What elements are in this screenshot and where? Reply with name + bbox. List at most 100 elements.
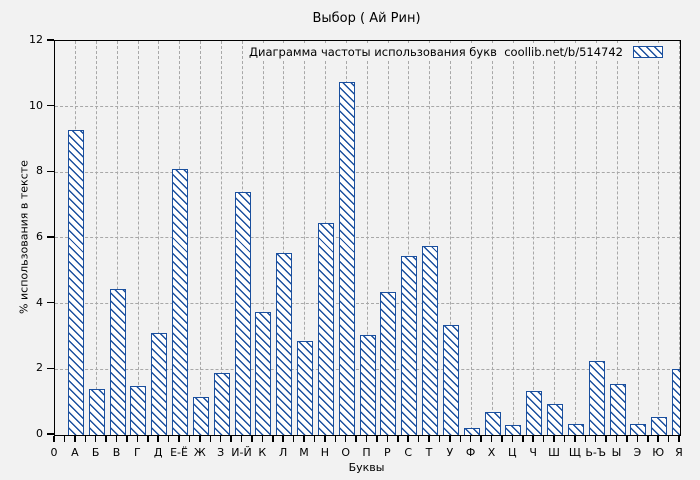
vertical-gridline: [304, 41, 306, 435]
x-axis-tick: [386, 435, 389, 442]
x-axis-minor-tick: [417, 435, 420, 442]
bar: [442, 325, 459, 435]
x-axis-minor-tick: [292, 435, 295, 442]
vertical-gridline: [262, 41, 264, 435]
x-axis-tick: [261, 435, 264, 442]
bar: [588, 361, 605, 435]
vertical-gridline: [95, 41, 97, 435]
y-tick-label: 4: [36, 295, 43, 309]
bar: [67, 129, 84, 435]
y-axis-tick: [47, 39, 54, 41]
x-tick-label: Р: [384, 446, 391, 459]
bar: [359, 334, 376, 435]
bar: [192, 397, 209, 435]
x-tick-label: Ч: [529, 446, 537, 459]
x-tick-label: Щ: [568, 446, 581, 459]
x-axis-minor-tick: [626, 435, 628, 442]
x-axis-minor-tick: [272, 435, 274, 442]
x-axis-minor-tick: [667, 435, 670, 442]
x-axis-minor-tick: [355, 435, 357, 442]
x-tick-label: Е-Ё: [170, 446, 188, 459]
x-axis-tick: [94, 435, 97, 442]
x-axis-minor-tick: [647, 435, 649, 442]
x-axis-minor-tick: [84, 435, 86, 442]
x-axis-tick: [553, 435, 555, 442]
x-axis-minor-tick: [313, 435, 316, 442]
x-axis-tick: [657, 435, 659, 442]
x-axis-minor-tick: [334, 435, 336, 442]
legend: Диаграмма частоты использования букв coo…: [245, 43, 667, 61]
y-tick-label: 6: [36, 230, 43, 243]
x-axis-minor-tick: [397, 435, 399, 442]
x-axis-tick: [490, 435, 493, 442]
chart-title: Выбор ( Ай Рин): [312, 11, 421, 26]
vertical-gridline: [116, 41, 118, 435]
vertical-gridline: [658, 41, 660, 435]
x-axis-minor-tick: [63, 435, 66, 442]
x-axis-minor-tick: [501, 435, 503, 442]
y-axis-tick: [47, 367, 54, 370]
bar: [380, 292, 397, 435]
bar: [484, 412, 501, 435]
y-tick-label: 8: [36, 164, 43, 178]
y-axis-tick: [47, 170, 54, 173]
x-tick-label: Т: [425, 446, 433, 459]
legend-label: Диаграмма частоты использования букв coo…: [249, 45, 623, 59]
y-axis-tick: [47, 433, 54, 435]
vertical-gridline: [366, 41, 368, 435]
x-tick-label: 0: [50, 446, 58, 459]
bar: [609, 384, 626, 435]
bar: [651, 416, 668, 435]
x-tick-label: Б: [91, 446, 100, 459]
bar: [630, 423, 647, 435]
vertical-gridline: [470, 41, 472, 435]
bar: [276, 252, 293, 435]
x-tick-label: У: [446, 446, 454, 459]
bar: [672, 369, 680, 435]
x-tick-label: В: [112, 446, 121, 459]
vertical-gridline: [137, 41, 139, 435]
vertical-gridline: [283, 41, 285, 435]
x-tick-label: Ж: [193, 446, 206, 459]
y-tick-label: 0: [36, 427, 43, 440]
x-axis-minor-tick: [188, 435, 191, 442]
x-tick-label: М: [299, 446, 309, 459]
vertical-gridline: [616, 41, 618, 435]
bar: [130, 385, 147, 435]
vertical-gridline: [637, 41, 639, 435]
bar: [317, 223, 334, 435]
x-tick-label: Ь-Ъ: [585, 446, 606, 459]
x-axis-minor-tick: [376, 435, 378, 442]
vertical-gridline: [450, 41, 452, 435]
x-axis-tick: [282, 435, 284, 442]
vertical-gridline: [512, 41, 514, 435]
bar: [505, 425, 522, 435]
x-axis-tick: [303, 435, 305, 442]
vertical-gridline: [533, 41, 535, 435]
y-tick-label: 2: [36, 361, 43, 375]
vertical-gridline: [554, 41, 556, 435]
x-axis-minor-tick: [584, 435, 586, 442]
x-axis-tick: [178, 435, 180, 442]
bar: [338, 82, 355, 435]
x-tick-label: Д: [153, 446, 163, 459]
x-tick-label: З: [217, 446, 225, 459]
x-tick-label: Х: [487, 446, 496, 459]
x-axis-minor-tick: [105, 435, 107, 442]
x-tick-label: С: [404, 446, 412, 459]
x-axis-tick: [678, 435, 680, 442]
x-axis-tick: [115, 435, 118, 442]
vertical-gridline: [387, 41, 389, 435]
x-tick-label: Ф: [465, 446, 476, 459]
x-axis-minor-tick: [605, 435, 607, 442]
x-axis-tick: [219, 435, 222, 442]
x-tick-label: К: [258, 446, 267, 459]
y-axis-tick: [47, 301, 54, 304]
bar: [567, 423, 584, 435]
bar: [109, 288, 126, 435]
x-axis-tick: [469, 435, 472, 442]
bar: [526, 390, 543, 435]
plot-area: Диаграмма частоты использования букв coo…: [54, 40, 681, 436]
x-axis-tick: [636, 435, 639, 442]
